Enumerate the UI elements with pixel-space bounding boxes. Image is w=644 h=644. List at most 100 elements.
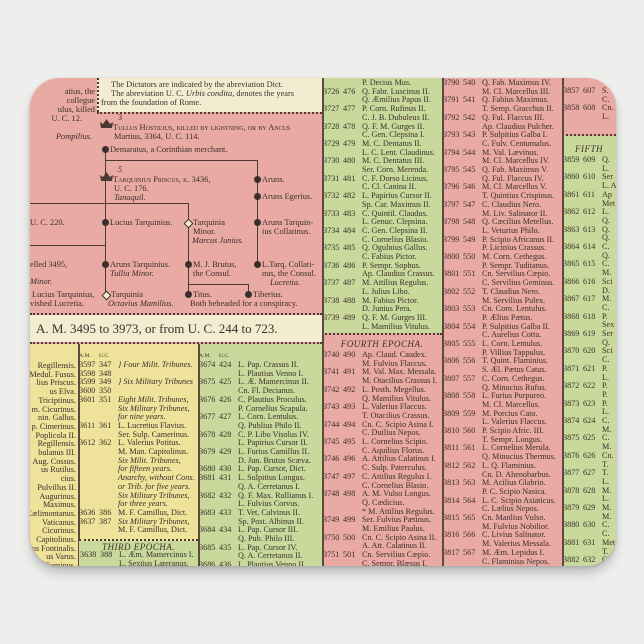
table-row: 3751 501 Cn. Servilius Cæpio. [322,550,442,560]
consul-name: C. Plautius Proculus. [238,394,307,404]
consul-name: M. Acilius Glabrio. [482,478,546,488]
uc-year: 617 [583,294,596,304]
am-year: 3800 [443,252,460,261]
uc-year: 387 [99,516,112,526]
uc-year: 559 [463,408,476,418]
tree-text: Marcus Junius. [192,236,244,245]
uc-year: 350 [99,386,112,396]
name-line: Cælimontanus. [30,508,76,518]
consul-name: L. Pap. Cursor, Dict. [238,464,306,474]
consul-name: A. Attilius Calatinus I. [362,454,436,464]
tree-text: elled 3495, [30,260,68,269]
table-row: 3811 561 L. Cornelius Merula. [442,444,562,453]
table-row: 3810 560 P. Scipio Afric. III. [442,426,562,436]
uc-year: 616 [583,276,596,286]
consul-name: Q. Ful. Flaccus IV. [482,173,544,183]
consul-name: L. C. Scipio Asiaticus. [482,495,556,505]
uc-year: 348 [99,368,112,378]
table-row: Q. [562,251,616,261]
table-row: 3872 622 P. [562,381,616,391]
name-line: Augurinus. [39,491,76,501]
consul-name: M. Otacilius Crassus I. [362,376,438,386]
uc-year: 436 [219,560,232,566]
am-year: 3679 [199,447,216,456]
fragment-line: Pompilius. [55,132,92,141]
consul-name: Eight Milit. Tribunes, [118,394,189,404]
consul-name: M. Servilius Pulex. [482,295,546,305]
uc-year: 624 [583,416,596,425]
table-row: 3736 486 P. Sempr. Sophus. [322,260,442,271]
fourth-epoch-column: FOURTH EPOCHA. 3740 490 Ap. Claud. Caudex. M… [322,335,442,566]
consul-name: Q. [602,233,610,243]
table-row: 3860 610 Ser [562,173,616,182]
consul-name: C. [602,355,610,365]
am-year: 3598 [79,368,96,378]
fragment-line: atius, the [64,87,95,96]
table-row: 3815 565 Cn. Manlius Vulso. [442,513,562,523]
column-header: A.M. U.C. [78,352,198,361]
uc-year: 564 [463,495,476,505]
table-row: 3791 541 Q. Fabius Maximus. [442,96,562,105]
consul-name: M. Cl. Marcellus V. [482,182,547,192]
consul-name: C. F. Dorso Licinus. [362,173,429,183]
consul-name: L. Valerius Flaccus. [362,402,427,412]
table-row: L. Genuc. Clepsina. [322,217,442,227]
table-row: 3866 616 Sci [562,276,616,287]
consul-name: Q. Fabr. Luscinus II. [362,86,430,96]
consul-name: M. C. Dentatus II. [362,138,422,148]
epoch-title: FIFTH [575,144,603,154]
am-year: 3735 [323,243,340,253]
divider [79,539,198,541]
am-year: 3751 [323,550,340,560]
consul-name: T. Semp. Gracchus II. [482,104,554,114]
table-row: 3881 631 Met [562,538,616,548]
consul-name: L. Pap. Cursor IV. [238,542,298,552]
consul-name: M. Corn. Cethegus. [482,252,547,261]
am-year: 3872 [563,381,580,391]
tree-text: U. C. 220. [30,218,65,227]
tree-text: Octavius Mamilius. [108,299,174,308]
consul-name: Ap. Claud. Caudex. [362,350,427,359]
table-row: D. Junius Pera. [322,304,442,314]
name-line: us Elva. [49,387,76,397]
table-row: 3857 607 S. [562,86,616,96]
tree-text: Lucius Tarquinius. [110,218,173,227]
consul-name: Q. Cæcilius Metellus. [482,217,554,227]
consul-name: C. Fabius Pictor. [362,252,417,261]
table-row: C. Fabius Pictor. [322,252,442,262]
table-row: Q. Cædicius. [322,498,442,508]
table-row: L. Sextius Lateranus. [79,559,198,566]
table-row: L. [562,164,616,174]
am-year: 3810 [443,426,460,435]
consul-name: M. Liv. Salinator II. [482,208,548,218]
consul-name: C. P. Libo Visolus IV. [238,429,309,439]
consul-name: C. Flaminius Nepos. [482,556,550,566]
am-year: 3727 [323,104,340,114]
consul-name: L. Veturius Philo. [482,225,540,235]
consul-name: P. Sempr. Sophus. [362,260,421,270]
table-row: T. [562,547,616,557]
table-row: C. Lælius Nepos. [442,505,562,514]
am-year: 3682 [199,490,216,500]
am-year: 3681 [199,473,216,483]
uc-year: 361 [99,420,112,430]
name-line: nin. Gallus. [38,413,76,423]
epoch-title: THIRD EPOCHA. [102,542,175,552]
am-year: 3738 [323,295,340,305]
table-row: M. Emilius Paulus. [322,524,442,534]
uc-year: 492 [343,384,356,394]
consul-name: L. Mamilius Vitulus. [362,321,431,331]
consul-name: } Four Milit. Tribunes. [118,360,193,369]
uc-year: 434 [219,525,232,535]
table-row: P. Sempr. Tuditanus. [442,261,562,271]
am-year: 3637 [79,516,96,526]
consul-name: L. Pap. Crassus II. [238,360,299,369]
uc-year: 554 [463,321,476,331]
consul-name: Cn. C. Scipio Asina I. [362,419,434,429]
table-row: 3682 432 Q. F. Max. Rullianus I. [198,490,322,501]
uc-year: 614 [583,242,596,251]
table-row: 3686 436 L. Plautius Venno II. [198,560,322,566]
table-row: 3799 549 P. Scipio Africanus II. [442,235,562,245]
am-year: 3597 [79,360,96,369]
king-number: 5 [118,165,123,174]
